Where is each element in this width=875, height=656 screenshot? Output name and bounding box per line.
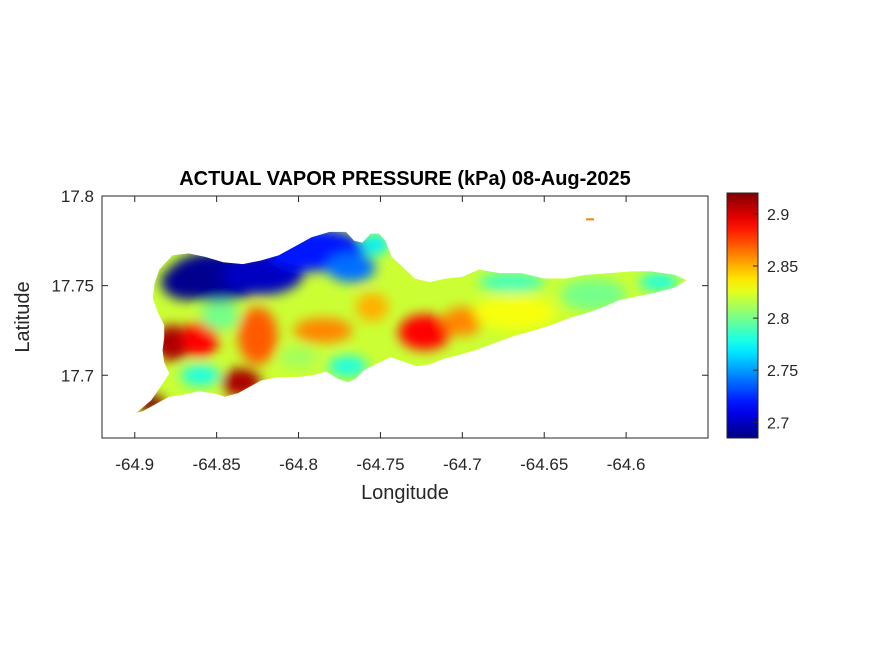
field-blur-group	[136, 231, 679, 413]
colorbar-tick-label: 2.75	[767, 363, 798, 380]
field-hotspot	[560, 278, 627, 311]
colorbar-tick-label: 2.8	[767, 311, 789, 328]
x-tick-label: -64.8	[279, 455, 318, 474]
y-tick-label: 17.75	[51, 277, 94, 296]
field-hotspot	[639, 273, 679, 292]
field-hotspot	[278, 346, 319, 369]
colorbar-tick-label: 2.9	[767, 207, 789, 224]
field-hotspot	[355, 292, 389, 322]
field-hotspot	[237, 307, 278, 365]
y-tick-label: 17.8	[61, 187, 94, 206]
x-tick-label: -64.7	[443, 455, 482, 474]
colorbar-tick-label: 2.85	[767, 259, 798, 276]
colorbar-tick-label: 2.7	[767, 415, 789, 432]
x-tick-label: -64.9	[115, 455, 154, 474]
vapor-pressure-field	[136, 218, 687, 413]
field-hotspot	[182, 321, 219, 358]
x-tick-label: -64.65	[520, 455, 568, 474]
colorbar-ticks: 2.7 2.75 2.8 2.85 2.9	[753, 207, 798, 432]
field-hotspot	[478, 271, 545, 293]
field-hotspot	[293, 317, 353, 343]
x-tick-label: -64.85	[193, 455, 241, 474]
field-hotspot	[326, 253, 376, 283]
field-hotspot	[160, 264, 214, 300]
x-axis-ticks: -64.9 -64.85 -64.8 -64.75 -64.7 -64.65 -64.6	[115, 196, 645, 474]
x-tick-label: -64.75	[356, 455, 404, 474]
field-clip-group	[136, 231, 687, 413]
chart-title: ACTUAL VAPOR PRESSURE (kPa) 08-Aug-2025	[179, 168, 631, 190]
y-tick-label: 17.7	[61, 366, 94, 385]
y-axis-label: Latitude	[12, 281, 34, 352]
offshore-patch	[586, 218, 595, 221]
field-hotspot	[442, 307, 482, 336]
field-hotspot	[200, 301, 240, 331]
y-axis-ticks: 17.7 17.75 17.8	[51, 187, 708, 385]
colorbar	[726, 192, 759, 439]
field-hotspot	[328, 355, 368, 378]
field-hotspot	[362, 233, 389, 256]
x-axis-label: Longitude	[361, 482, 449, 504]
field-hotspot	[398, 314, 451, 351]
field-hotspot	[473, 294, 556, 331]
field-hotspot	[180, 364, 220, 387]
x-tick-label: -64.6	[607, 455, 646, 474]
